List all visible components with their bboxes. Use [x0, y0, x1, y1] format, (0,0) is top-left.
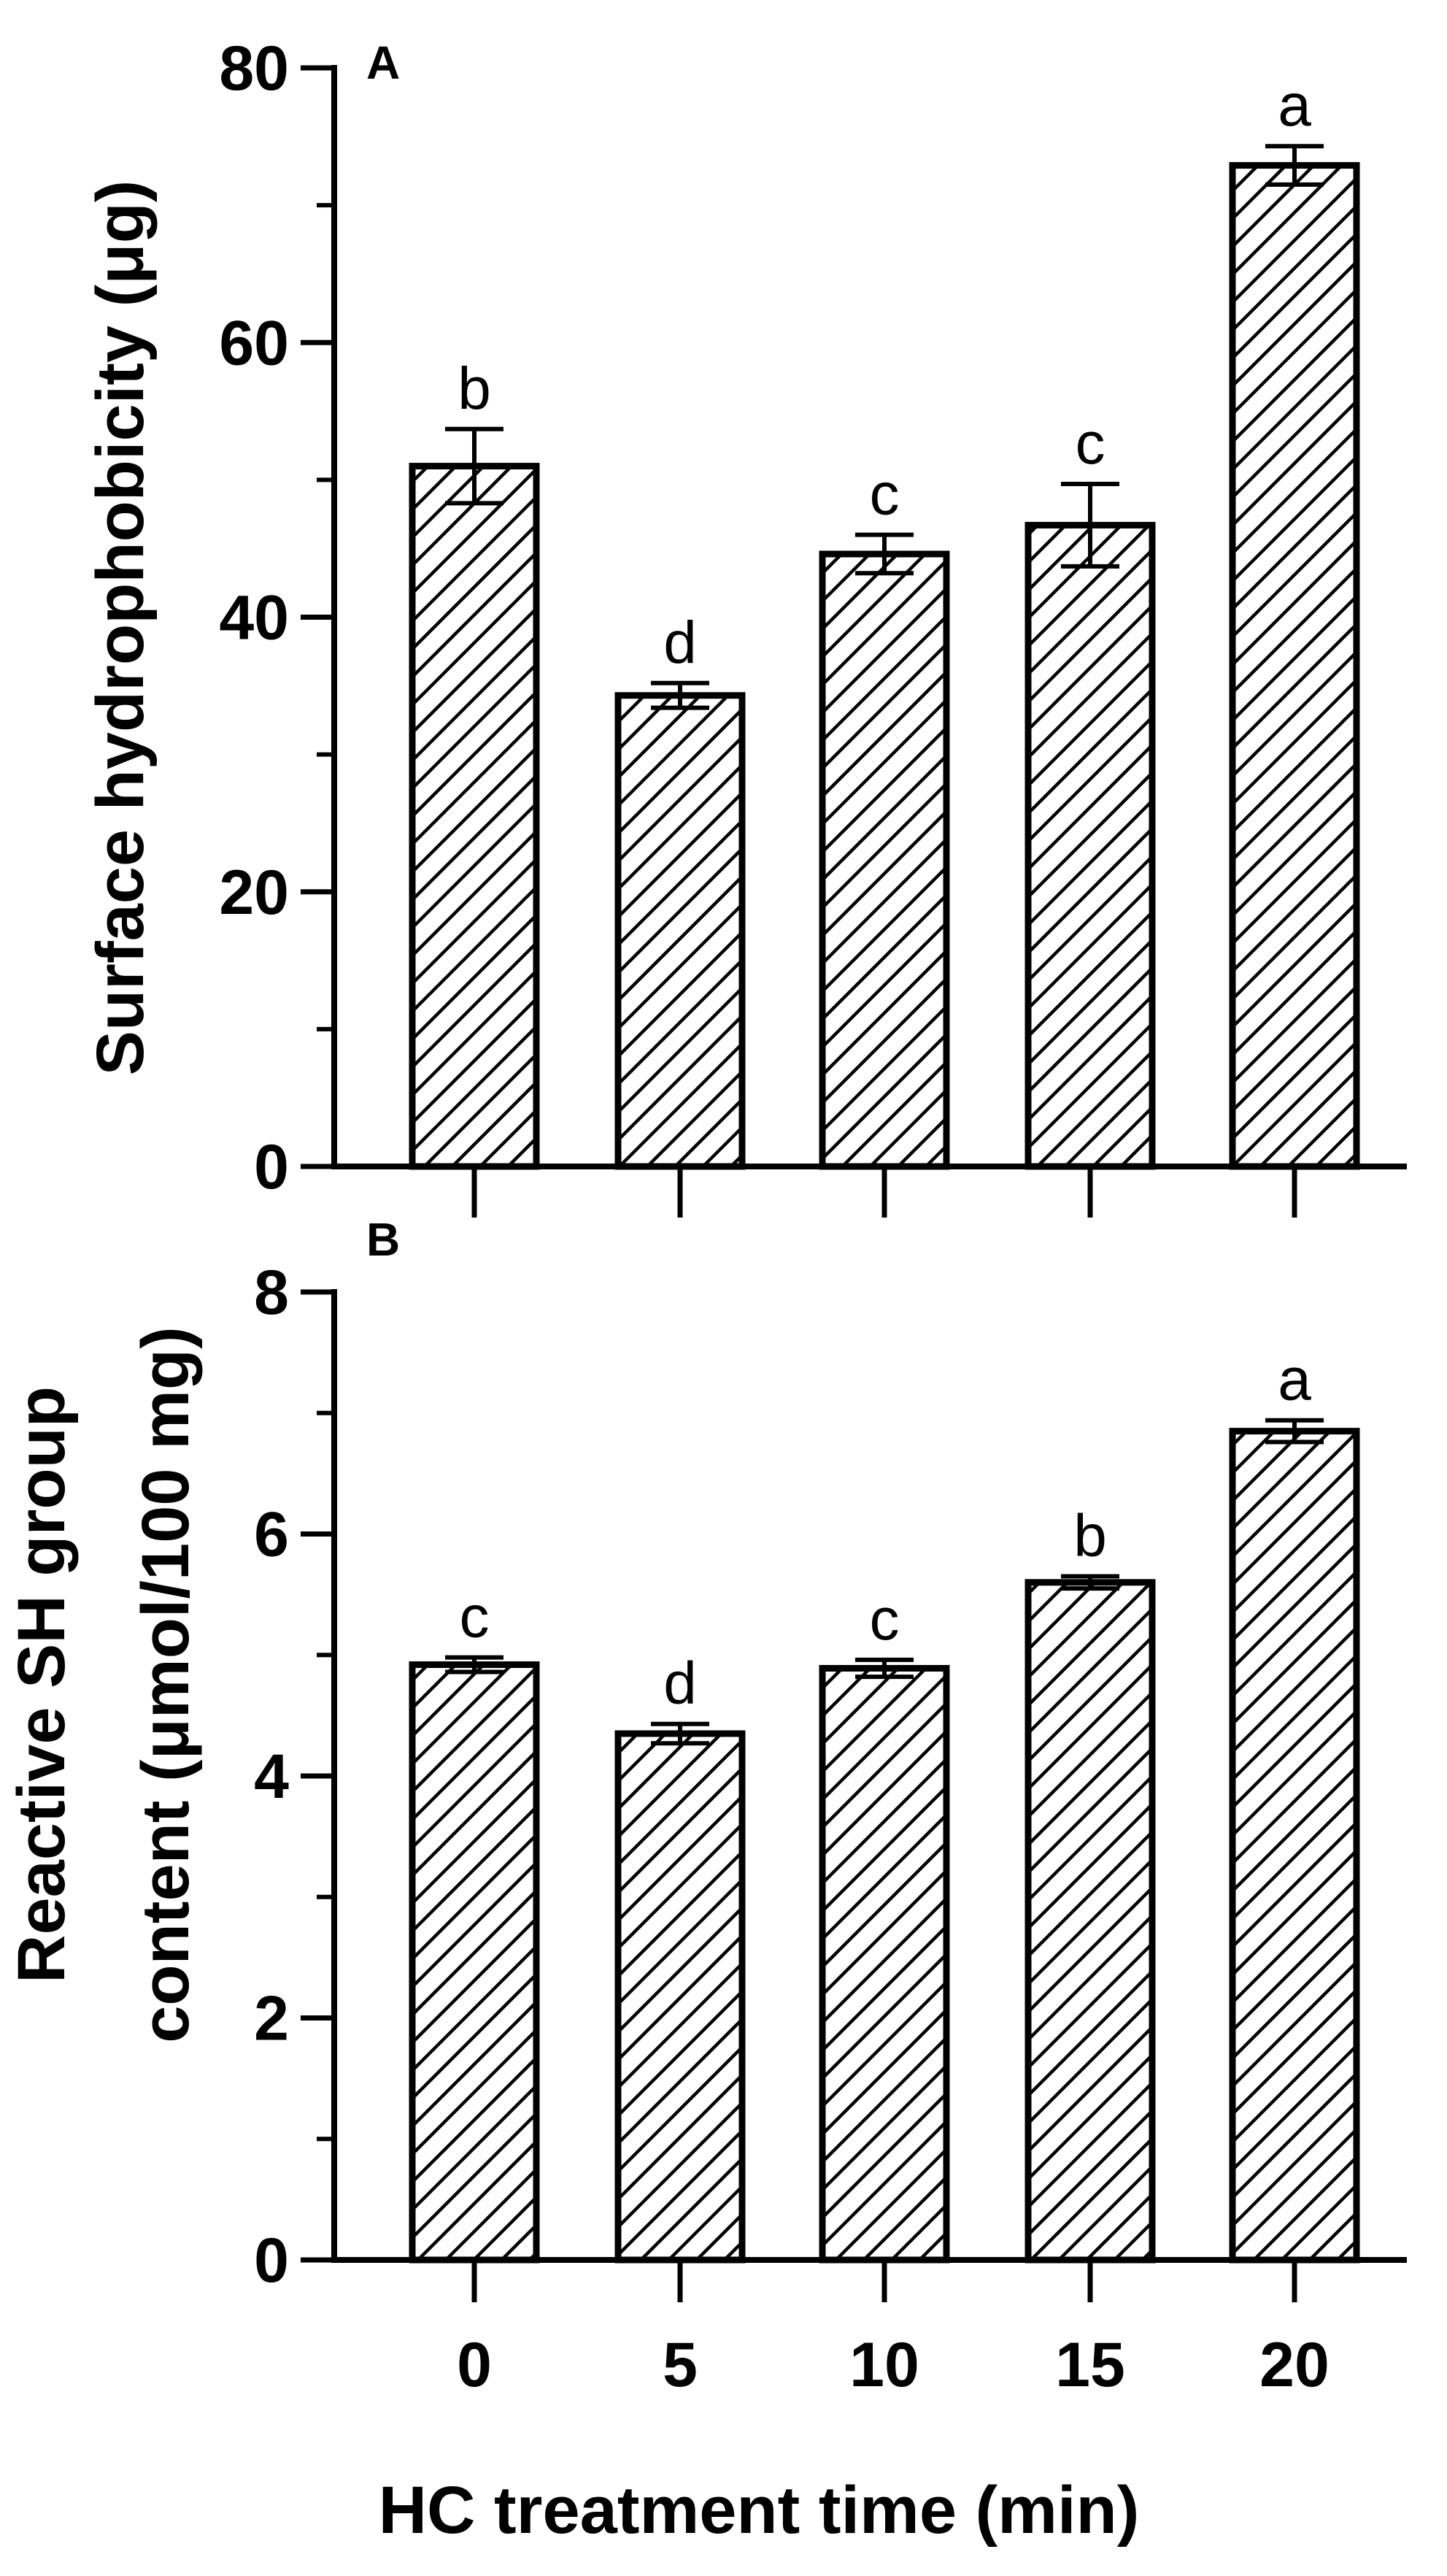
b-bar-20: [1229, 1428, 1360, 2264]
panel-a-y-ticks: 0 20 40 60 80: [219, 34, 334, 1202]
b-significance-0: c: [460, 1584, 490, 1650]
b-bar-15: [1025, 1579, 1156, 2264]
b-error-bar-0: [445, 1655, 503, 1675]
b-x-tick-label: 15: [1055, 2330, 1125, 2400]
b-x-tick-label: 20: [1259, 2330, 1330, 2400]
panel-a-significance-labels: b d c c a: [458, 72, 1311, 676]
b-error-bar-10: [855, 1657, 914, 1680]
a-bar-10: [819, 550, 950, 1170]
a-y-tick-label: 0: [254, 1132, 289, 1202]
panel-b-y-axis-title-line-2: content (μmol/100 mg): [128, 1326, 203, 2043]
a-bar-0: [409, 463, 540, 1170]
a-significance-10: c: [870, 461, 900, 528]
b-bar-5: [614, 1730, 746, 2264]
panel-a-bars: [409, 162, 1360, 1170]
panel-b-y-ticks: 0 2 4 6 8: [254, 1258, 334, 2296]
b-y-tick-label: 0: [254, 2226, 289, 2296]
a-y-tick-label: 80: [219, 34, 289, 104]
panel-b-label: B: [366, 1213, 400, 1266]
b-x-tick-label: 5: [663, 2330, 698, 2400]
b-x-tick-label: 10: [849, 2330, 919, 2400]
panel-b-axes: [331, 1289, 1407, 2263]
panel-b-bars: [409, 1428, 1360, 2264]
a-significance-15: c: [1076, 410, 1105, 477]
panel-a-y-axis-title: Surface hydrophobicity (μg): [83, 180, 158, 1076]
b-significance-15: b: [1073, 1503, 1107, 1569]
panel-a-label: A: [366, 36, 400, 89]
b-y-tick-label: 4: [254, 1742, 289, 1812]
b-significance-20: a: [1278, 1347, 1311, 1413]
b-significance-10: c: [870, 1586, 900, 1653]
a-error-bar-10: [855, 532, 914, 576]
a-bar-15: [1025, 521, 1156, 1170]
panel-a-x-ticks: [471, 1166, 1297, 1218]
panel-b-significance-labels: c d c b a: [460, 1347, 1312, 1717]
a-error-bar-5: [651, 680, 709, 710]
b-bar-0: [409, 1661, 540, 2264]
a-y-tick-label: 20: [219, 858, 289, 928]
a-y-tick-label: 40: [219, 583, 289, 653]
panel-a-chart: A Surface hydrophobicity (μg) 020406080 …: [83, 34, 1407, 1218]
a-error-bar-0: [445, 426, 503, 506]
panel-a-error-bars: [445, 144, 1324, 710]
panel-a-axes: [331, 65, 1407, 1169]
a-bar-20: [1229, 162, 1360, 1170]
panel-b-x-ticks: 0 5 10 15 20: [457, 2260, 1330, 2400]
a-error-bar-20: [1265, 144, 1324, 187]
b-x-tick-label: 0: [457, 2330, 492, 2400]
b-y-tick-label: 6: [254, 1500, 289, 1570]
a-significance-5: d: [663, 610, 697, 676]
x-axis-title: HC treatment time (min): [379, 2473, 1140, 2548]
a-significance-20: a: [1278, 72, 1311, 139]
a-error-bar-15: [1061, 482, 1119, 569]
b-error-bar-20: [1265, 1418, 1324, 1445]
b-bar-10: [819, 1664, 950, 2264]
b-error-bar-5: [651, 1721, 709, 1746]
b-y-tick-label: 2: [254, 1984, 289, 2054]
b-significance-5: d: [663, 1650, 697, 1717]
b-y-tick-label: 8: [254, 1258, 289, 1328]
a-significance-0: b: [458, 355, 491, 422]
panel-b-y-axis-title-line-1: Reactive SH group: [4, 1386, 79, 1983]
panel-b-chart: B Reactive SH group content (μmol/100 mg…: [4, 1213, 1407, 2548]
b-error-bar-15: [1061, 1574, 1119, 1591]
panel-b-error-bars: [445, 1418, 1324, 1746]
a-y-tick-label: 60: [219, 308, 289, 378]
a-bar-5: [614, 692, 746, 1170]
